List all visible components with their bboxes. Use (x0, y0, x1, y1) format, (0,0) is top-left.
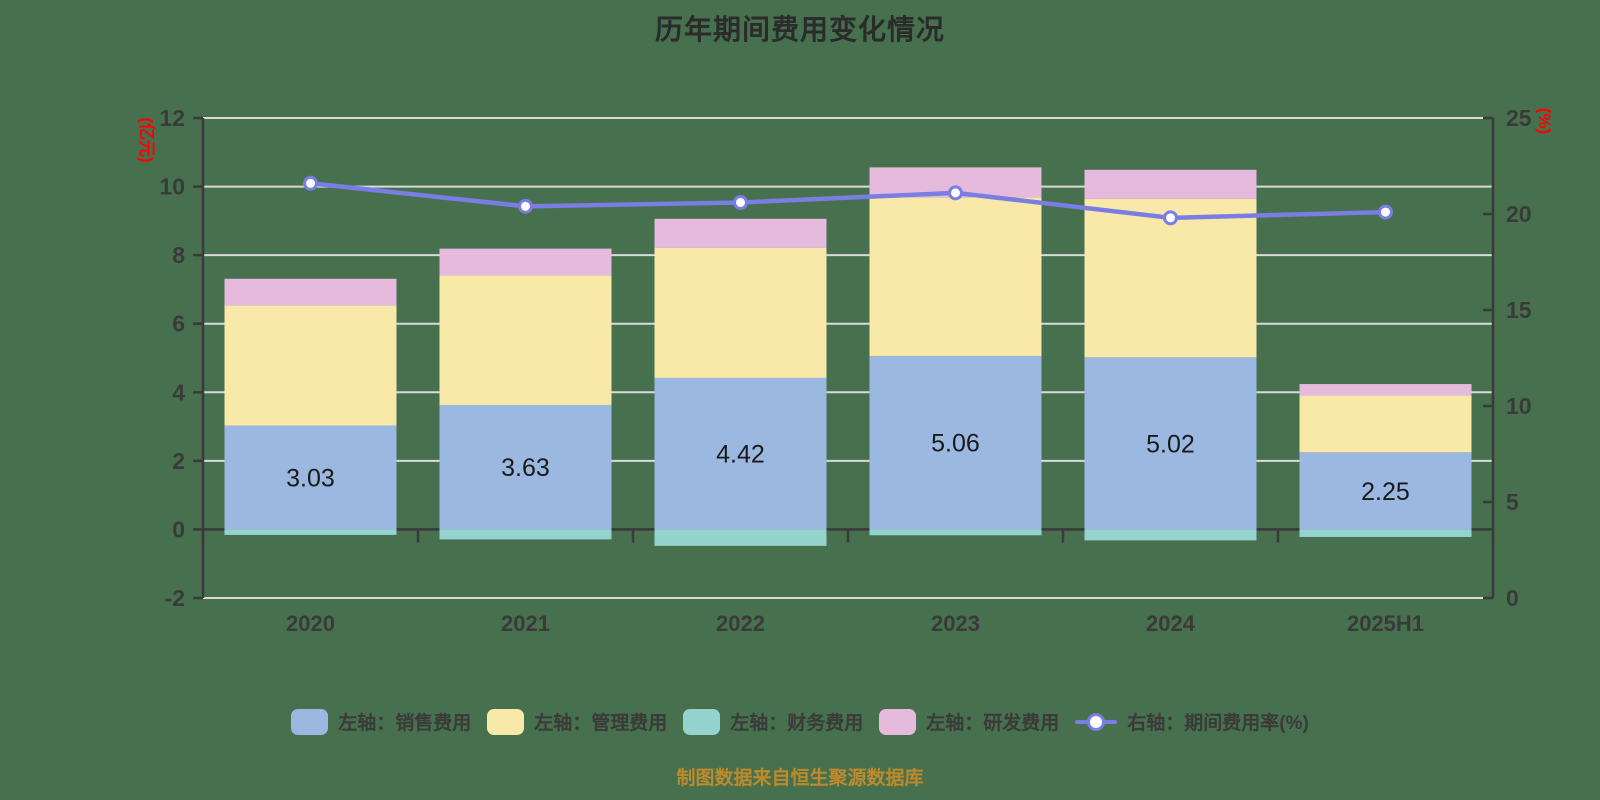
left-axis-tick-label: 4 (172, 379, 185, 405)
bar-financial-2022 (654, 529, 827, 546)
data-source-note: 制图数据来自恒生聚源数据库 (676, 768, 924, 789)
legend-label-sales: 左轴：销售费用 (338, 713, 472, 734)
bar-value-label-2023: 5.06 (931, 430, 980, 458)
expense-ratio-line (308, 181, 1388, 221)
bar-management-2020 (224, 305, 397, 426)
legend-item-financial[interactable]: 左轴：财务费用 (683, 708, 863, 735)
bar-value-label-2022: 4.42 (716, 441, 765, 469)
line-point-2022 (733, 194, 748, 210)
bar-value-label-2025H1: 2.25 (1361, 478, 1410, 506)
legend-item-rnd[interactable]: 左轴：研发费用 (879, 708, 1059, 735)
right-axis-tick-label: 15 (1506, 297, 1532, 323)
legend-label-rnd: 左轴：研发费用 (926, 713, 1060, 734)
bar-management-2021 (439, 275, 612, 405)
legend-label-financial: 左轴：财务费用 (730, 713, 864, 734)
right-axis-tick-label: 20 (1506, 201, 1532, 227)
right-axis-tick-label: 0 (1506, 585, 1519, 611)
bar-sales-2022 (654, 377, 827, 530)
x-axis-label-2024: 2024 (1146, 611, 1196, 636)
x-axis-label-2023: 2023 (931, 611, 980, 636)
legend-swatch-financial-icon (683, 708, 721, 735)
chart-title: 历年期间费用变化情况 (654, 14, 945, 45)
line-point-2020 (303, 175, 318, 191)
left-axis-tick-label: 12 (159, 105, 185, 131)
legend-swatch-rnd-icon (879, 708, 917, 735)
bar-management-2025H1 (1299, 395, 1472, 453)
right-axis-tick-label: 25 (1506, 105, 1532, 131)
bar-financial-2024 (1084, 529, 1257, 541)
bar-sales-2024 (1084, 357, 1257, 530)
bar-value-label-2024: 5.02 (1146, 430, 1195, 458)
bar-rnd-2024 (1084, 169, 1257, 199)
bar-value-label-2021: 3.63 (501, 454, 550, 482)
legend-swatch-management-icon (487, 708, 525, 735)
legend-item-sales[interactable]: 左轴：销售费用 (291, 708, 471, 735)
bar-sales-2023 (869, 355, 1042, 530)
left-axis-tick-label: 10 (159, 174, 185, 200)
bar-rnd-2025H1 (1299, 384, 1472, 396)
line-point-2024 (1163, 210, 1178, 226)
bar-financial-2021 (439, 529, 612, 540)
bar-sales-2021 (439, 404, 612, 530)
legend-label-expense-ratio: 右轴：期间费用率(%) (1127, 713, 1309, 734)
left-axis-tick-label: -2 (165, 585, 185, 611)
left-axis-tick-label: 2 (172, 448, 185, 474)
bar-rnd-2020 (224, 278, 397, 306)
line-point-2023 (948, 185, 963, 201)
bar-value-label-2020: 3.03 (286, 464, 335, 492)
x-axis-label-2022: 2022 (716, 611, 765, 636)
legend-item-expense-ratio[interactable]: 右轴：期间费用率(%) (1075, 708, 1309, 735)
legend: 左轴：销售费用 左轴：管理费用 左轴：财务费用 左轴：研发费用 右轴：期间费用率… (0, 708, 1600, 735)
bar-management-2023 (869, 197, 1042, 356)
bar-sales-2020 (224, 425, 397, 530)
bar-financial-2020 (224, 529, 397, 535)
right-axis-tick-label: 5 (1506, 489, 1519, 515)
left-axis-tick-label: 6 (172, 311, 185, 337)
right-axis-unit-label: (%) (1535, 108, 1554, 134)
bar-rnd-2021 (439, 248, 612, 276)
bar-rnd-2022 (654, 218, 827, 248)
left-axis-tick-label: 8 (172, 242, 185, 268)
legend-item-management[interactable]: 左轴：管理费用 (487, 708, 667, 735)
right-axis-tick-label: 10 (1506, 393, 1532, 419)
line-point-2021 (518, 198, 533, 214)
line-point-2025H1 (1378, 204, 1393, 220)
left-axis-unit-label: (亿元) (137, 117, 157, 162)
x-axis-label-2021: 2021 (501, 611, 550, 636)
bar-financial-2025H1 (1299, 529, 1472, 537)
left-axis-tick-label: 0 (172, 516, 185, 542)
legend-swatch-sales-icon (291, 708, 329, 735)
x-axis-label-2025H1: 2025H1 (1347, 611, 1424, 636)
bar-management-2022 (654, 247, 827, 378)
x-axis-label-2020: 2020 (286, 611, 335, 636)
legend-label-management: 左轴：管理费用 (534, 713, 668, 734)
bar-financial-2023 (869, 529, 1042, 536)
bar-sales-2025H1 (1299, 452, 1472, 530)
legend-line-marker-icon (1075, 709, 1118, 735)
